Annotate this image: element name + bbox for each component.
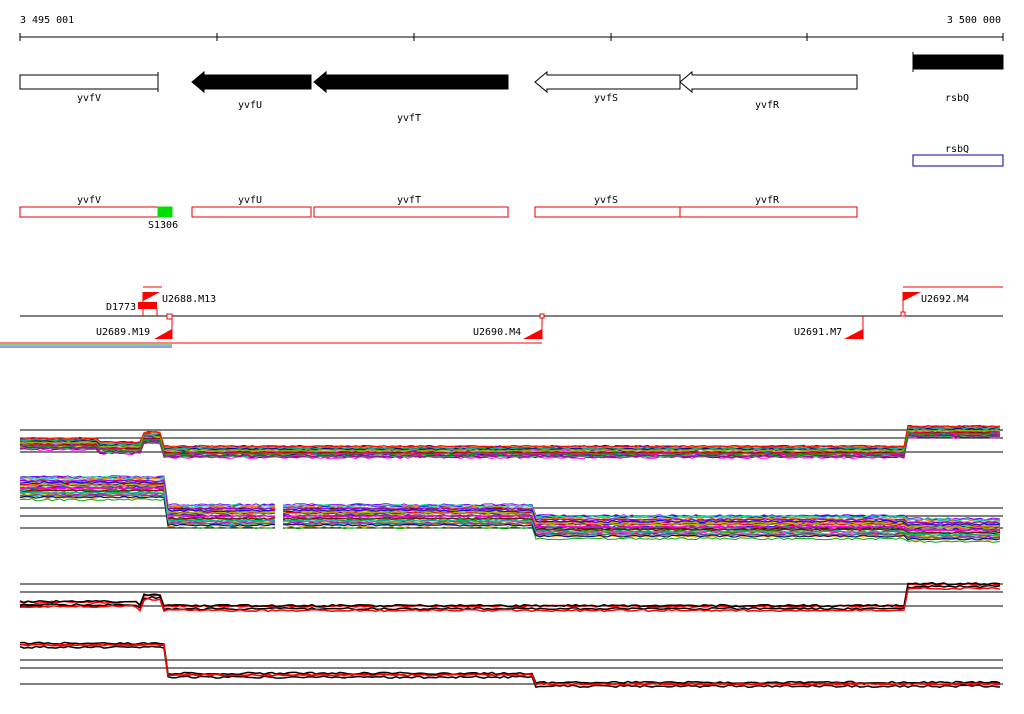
data-gap (275, 500, 283, 540)
transcript-label: yvfT (397, 195, 421, 206)
signal-profiles-2 (19, 475, 1001, 543)
transcript-yvfR[interactable]: yvfR (679, 195, 858, 218)
signal-profile-line (19, 427, 1001, 451)
signal-profile-line (19, 486, 1001, 532)
coordinate-ruler: 3 495 001 3 500 000 (19, 15, 1004, 41)
signal-track-2 (19, 475, 1003, 543)
segment-U2689-M19[interactable]: U2689.M19 (96, 313, 173, 339)
signal-profile-line (19, 424, 1001, 448)
segment-label: U2689.M19 (96, 327, 150, 338)
gene-yvfU[interactable]: yvfU (191, 70, 312, 111)
segment-D1773[interactable]: D1773 (106, 302, 158, 316)
signal-profile-line (19, 481, 1001, 526)
signal-profiles-4 (19, 641, 1001, 689)
gene-yvfR[interactable]: yvfR (679, 70, 858, 111)
ruler-start-label: 3 495 001 (20, 15, 74, 26)
transcript-label: yvfS (594, 195, 618, 206)
signal-profile-line (19, 586, 1001, 613)
signal-profile-line (19, 483, 1001, 529)
segment-label: U2691.M7 (794, 327, 842, 338)
signal-profile-line (19, 425, 1001, 449)
blue-feature-rsbQ[interactable]: rsbQ (912, 144, 1004, 167)
signal-profile-line (19, 582, 1001, 609)
transcript-yvfS[interactable]: yvfS (534, 195, 681, 218)
transcript-label: yvfU (238, 195, 262, 206)
gene-yvfV[interactable]: yvfV (19, 72, 159, 104)
segment-U2690-M4[interactable]: U2690.M4 (473, 313, 545, 339)
segment-label: U2688.M13 (162, 294, 216, 305)
signal-profile-line (19, 643, 1001, 686)
signal-profile-line (19, 498, 1001, 543)
gene-rsbQ[interactable]: rsbQ (912, 52, 1004, 104)
segment-U2691-M7[interactable]: U2691.M7 (794, 316, 864, 339)
signal-profile-line (19, 581, 1001, 608)
signal-profile-line (19, 425, 1001, 448)
blue-feature-label: rsbQ (945, 144, 969, 155)
segment-U2692-M4[interactable]: U2692.M4 (900, 292, 969, 317)
signal-profile-line (19, 434, 1001, 459)
signal-profile-line (19, 479, 1001, 525)
gene-label: rsbQ (945, 93, 969, 104)
transcript-label: yvfR (755, 195, 780, 206)
segment-label: U2690.M4 (473, 327, 521, 338)
signal-profile-line (19, 425, 1001, 449)
gene-track: yvfV yvfU yvfT yvfS yvfR rsbQ (19, 52, 1004, 124)
transcript-track: yvfV yvfU yvfT yvfS yvfR S1306 (19, 195, 858, 231)
signal-profile-line (19, 430, 1001, 454)
segment-track: D1773 U2688.M13 U2689.M19 U2690.M4 U2691… (0, 286, 1003, 348)
signal-profile-line (19, 489, 1001, 535)
site-label: S1306 (148, 220, 178, 231)
signal-profile-line (19, 428, 1001, 452)
signal-profile-line (20, 486, 1001, 532)
segment-U2688-M13[interactable]: U2688.M13 (142, 292, 216, 316)
signal-profiles-3 (19, 581, 1001, 613)
signal-profile-line (19, 641, 1001, 685)
signal-profiles-1 (19, 424, 1001, 460)
signal-profile-line (19, 495, 1001, 541)
gene-label: yvfT (397, 113, 421, 124)
transcript-label: yvfV (77, 195, 101, 206)
signal-profile-line (19, 491, 1001, 537)
gene-yvfT[interactable]: yvfT (313, 70, 509, 124)
gene-label: yvfV (77, 93, 101, 104)
signal-profile-line (19, 434, 1001, 458)
signal-track-1 (19, 424, 1003, 460)
signal-profile-line (19, 432, 1001, 456)
site-S1306[interactable]: S1306 (148, 206, 178, 231)
signal-profile-line (19, 495, 1001, 541)
signal-profile-line (19, 645, 1001, 689)
gene-label: yvfR (755, 100, 780, 111)
segment-label: U2692.M4 (921, 294, 969, 305)
signal-profile-line (19, 491, 1001, 537)
gene-label: yvfS (594, 93, 618, 104)
signal-profile-line (19, 477, 1001, 523)
transcript-yvfT[interactable]: yvfT (313, 195, 509, 218)
signal-profile-line (19, 476, 1001, 522)
ruler-end-label: 3 500 000 (947, 15, 1001, 26)
signal-track-4 (19, 641, 1003, 689)
gene-label: yvfU (238, 100, 262, 111)
signal-track-3 (19, 581, 1003, 613)
transcript-yvfU[interactable]: yvfU (191, 195, 312, 218)
transcript-yvfV[interactable]: yvfV (19, 195, 159, 218)
signal-profile-line (19, 475, 1001, 521)
gene-yvfS[interactable]: yvfS (534, 70, 681, 104)
segment-label: D1773 (106, 302, 136, 313)
